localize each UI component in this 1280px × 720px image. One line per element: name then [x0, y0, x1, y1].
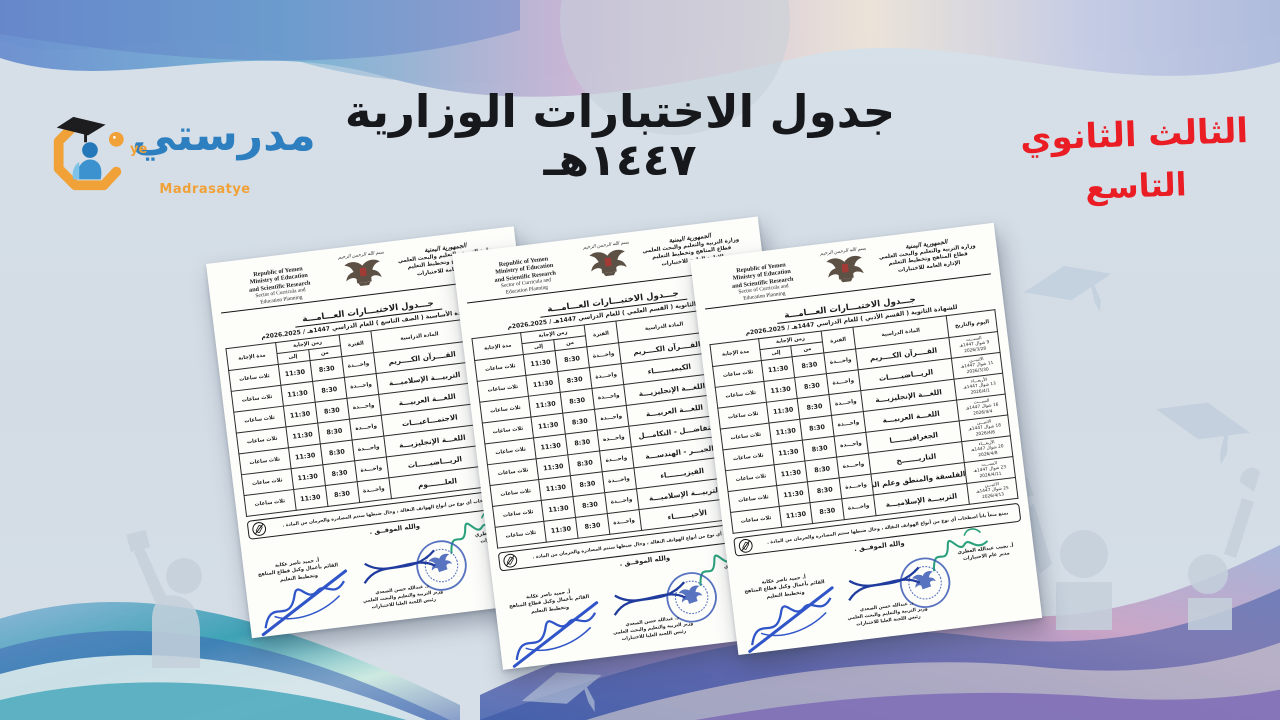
- student-silhouette: [108, 528, 228, 668]
- duration-cell: ثلاث ساعات: [495, 521, 547, 549]
- exam-schedule-table: اليوم والتاريخ المادة الدراسية الفترة زم…: [709, 309, 1019, 534]
- english-header: Republic of Yemen Ministry of Education …: [216, 255, 343, 311]
- period-cell: واحـــدة: [607, 509, 642, 535]
- english-header: Republic of Yemen Ministry of Education …: [462, 245, 588, 301]
- emblem-block: بسم الله الرحمن الرحيم: [583, 239, 633, 282]
- emblem-block: بسم الله الرحمن الرحيم: [338, 249, 388, 292]
- time-from-cell: 8:30: [575, 513, 610, 539]
- duration-cell: ثلاث ساعات: [244, 489, 296, 517]
- page-title-line1: جدول الاختبارات الوزارية: [344, 85, 896, 138]
- no-phone-icon: [252, 522, 267, 537]
- grad-cap-watermark: [513, 656, 617, 720]
- emblem-block: بسم الله الرحمن الرحيم: [820, 245, 870, 288]
- minister-signature: [363, 549, 436, 585]
- grad-cap-watermark: [1141, 386, 1259, 478]
- period-cell: واحـــدة: [841, 495, 876, 520]
- official-stamp: [415, 540, 467, 592]
- yemen-emblem-icon: [589, 249, 627, 277]
- time-to-cell: 11:30: [543, 517, 579, 543]
- time-to-cell: 11:30: [293, 485, 328, 511]
- english-header: Republic of Yemen Ministry of Education …: [700, 251, 825, 307]
- duration-cell: ثلاث ساعات: [730, 506, 782, 534]
- yemen-emblem-icon: [826, 255, 864, 283]
- exam-schedule-document: Republic of Yemen Ministry of Education …: [690, 222, 1043, 656]
- document-header: Republic of Yemen Ministry of Education …: [700, 231, 991, 307]
- arabic-header: الجمهورية اليمنية وزارة التربية والتعليم…: [866, 231, 990, 278]
- time-to-cell: 11:30: [779, 502, 813, 528]
- madrasaty-logo-icon: [53, 116, 124, 191]
- time-from-cell: 8:30: [810, 499, 845, 524]
- graduation-cap-icon: [56, 116, 106, 136]
- no-phone-icon: [503, 554, 518, 568]
- logo-english-name: Madrasatye: [159, 182, 251, 197]
- time-from-cell: 8:30: [324, 482, 360, 507]
- page-title-line2: ١٤٤٧هـ: [543, 134, 697, 186]
- period-cell: واحـــدة: [356, 478, 392, 503]
- no-phone-icon: [738, 539, 753, 553]
- no-phones-notice: يمنع منعاً باتاً اصطحاب أي نوع من أنواع …: [246, 485, 539, 541]
- page-title: جدول الاختبارات الوزارية ١٤٤٧هـ: [330, 86, 910, 184]
- yemen-emblem-icon: [344, 259, 382, 286]
- grad-cap-watermark: [1016, 253, 1123, 336]
- logo-ye-text: ye: [130, 142, 148, 157]
- document-header: Republic of Yemen Ministry of Education …: [462, 225, 755, 301]
- document-header: Republic of Yemen Ministry of Education …: [216, 234, 511, 311]
